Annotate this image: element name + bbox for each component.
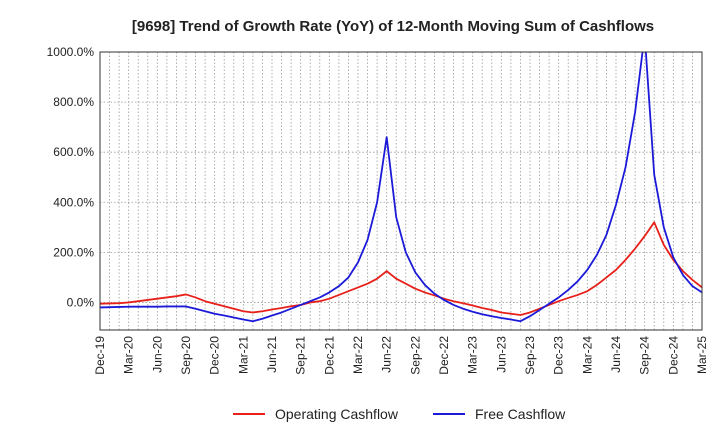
plot-area <box>100 52 702 323</box>
x-tick-label: Sep-22 <box>408 336 422 375</box>
x-tick-label: Jun-24 <box>609 336 623 373</box>
x-tick-label: Mar-20 <box>122 336 136 374</box>
x-tick-label: Dec-20 <box>208 336 222 375</box>
x-tick-label: Jun-20 <box>150 336 164 373</box>
x-tick-label: Mar-23 <box>466 336 480 374</box>
plot-frame <box>99 51 703 331</box>
chart-title: [9698] Trend of Growth Rate (YoY) of 12-… <box>132 18 654 35</box>
x-tick-label: Dec-19 <box>93 336 107 375</box>
series-line-free-cashflow <box>100 52 702 323</box>
x-tick-label: Sep-20 <box>179 336 193 375</box>
x-tick-label: Mar-24 <box>580 336 594 374</box>
y-tick-label: 1000.0% <box>47 45 95 59</box>
x-tick-label: Sep-21 <box>294 336 308 375</box>
x-tick-label: Dec-21 <box>322 336 336 375</box>
x-tick-label: Dec-24 <box>666 336 680 375</box>
y-axis: 0.0% 200.0% 400.0% 600.0% 800.0% 1000.0% <box>47 45 95 309</box>
y-tick-label: 400.0% <box>53 195 94 209</box>
x-tick-label: Sep-24 <box>638 336 652 375</box>
x-tick-label: Jun-23 <box>494 336 508 373</box>
x-tick-label: Sep-23 <box>523 336 537 375</box>
x-tick-label: Jun-21 <box>265 336 279 373</box>
legend: Operating Cashflow Free Cashflow <box>233 406 566 422</box>
y-tick-label: 600.0% <box>53 145 94 159</box>
x-tick-label: Dec-22 <box>437 336 451 375</box>
series-line-operating-cashflow <box>100 221 702 316</box>
x-tick-label: Mar-25 <box>695 336 709 374</box>
x-tick-label: Mar-22 <box>351 336 365 374</box>
legend-label: Operating Cashflow <box>275 406 399 422</box>
x-axis: Dec-19 Mar-20 Jun-20 Sep-20 Dec-20 Mar-21 Jun-… <box>93 336 709 375</box>
grid <box>100 51 702 330</box>
y-tick-label: 200.0% <box>53 245 94 259</box>
x-tick-label: Dec-23 <box>552 336 566 375</box>
x-tick-label: Jun-22 <box>380 336 394 373</box>
legend-label: Free Cashflow <box>475 406 566 422</box>
y-tick-label: 0.0% <box>67 295 95 309</box>
y-tick-label: 800.0% <box>53 95 94 109</box>
x-tick-label: Mar-21 <box>236 336 250 374</box>
